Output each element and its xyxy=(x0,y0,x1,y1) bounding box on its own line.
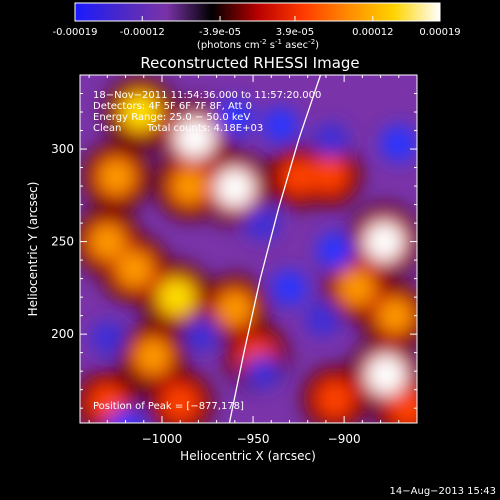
heatmap-area xyxy=(80,75,417,423)
heat-core xyxy=(135,338,171,374)
y-axis-label: Heliocentric Y (arcsec) xyxy=(26,182,40,317)
heat-core xyxy=(158,278,195,316)
heat-core xyxy=(98,158,135,195)
annotation-total-counts: Total counts: 4.18E+03 xyxy=(146,123,263,134)
heat-core xyxy=(366,354,407,395)
cold-blob xyxy=(262,106,299,144)
colorbar-tick-label: -3.9e-05 xyxy=(199,27,241,38)
colorbar-tick-label: -0.00019 xyxy=(53,27,98,38)
x-axis-label: Heliocentric X (arcsec) xyxy=(180,449,316,463)
heat-core xyxy=(391,391,417,423)
heat-core xyxy=(313,158,346,192)
colorbar-tick-label: 3.9e-05 xyxy=(276,27,314,38)
annotation-time-range: 18−Nov−2011 11:54:36.000 to 11:57:20.000 xyxy=(93,90,321,101)
heat-core xyxy=(116,251,153,288)
heat-core xyxy=(377,298,413,333)
colorbar xyxy=(74,2,441,22)
cold-blob xyxy=(316,232,354,270)
heat-core xyxy=(121,93,159,131)
colorbar-tick-label: 0.00012 xyxy=(352,27,393,38)
colorbar-ticks: -0.00019 -0.00012 -3.9e-05 3.9e-05 0.00012 0.… xyxy=(53,16,461,38)
cold-blob xyxy=(216,99,254,136)
heat-core xyxy=(217,291,253,326)
cold-blob xyxy=(244,353,280,389)
cold-blob xyxy=(313,122,349,158)
heat-core xyxy=(171,168,207,204)
x-axis-ticks: −1000 −950 −900 xyxy=(88,75,418,446)
cold-blob xyxy=(244,205,280,241)
annotation-block: 18−Nov−2011 11:54:36.000 to 11:57:20.000… xyxy=(93,90,321,134)
cold-blob xyxy=(380,124,417,163)
cold-blob xyxy=(107,408,144,423)
y-tick-label: 250 xyxy=(51,235,74,249)
heat-core xyxy=(89,223,125,260)
chart-title: Reconstructed RHESSI Image xyxy=(140,54,359,72)
y-axis-ticks: 200 250 300 xyxy=(51,74,417,409)
heat-core xyxy=(339,270,375,306)
annotation-detectors: Detectors: 4F 5F 6F 7F 8F, Att 0 xyxy=(93,101,252,112)
colorbar-tick-label: 0.00019 xyxy=(419,27,460,38)
annotation-peak-position: Position of Peak = [−877,178] xyxy=(93,401,244,412)
colorbar-units-label: (photons cm-2 s-1 asec-2) xyxy=(197,38,319,51)
heatmap-blobs xyxy=(80,75,417,423)
annotation-clean: Clean xyxy=(93,123,121,134)
heat-core xyxy=(163,385,197,420)
x-tick-label: −950 xyxy=(237,432,270,446)
heat-core xyxy=(174,117,215,158)
cold-blob xyxy=(304,301,341,338)
heat-core xyxy=(215,168,255,208)
cold-blob xyxy=(89,320,125,356)
heat-core xyxy=(318,382,352,416)
heat-core xyxy=(90,386,124,420)
cold-blob xyxy=(271,269,308,306)
x-tick-label: −900 xyxy=(328,432,361,446)
solar-limb-line xyxy=(228,75,322,423)
x-tick-label: −1000 xyxy=(142,432,183,446)
footer-timestamp: 14−Aug−2013 15:43 xyxy=(390,486,496,497)
y-tick-label: 300 xyxy=(51,142,74,156)
colorbar-tick-label: -0.00012 xyxy=(120,27,165,38)
y-tick-label: 200 xyxy=(51,327,74,341)
plot-frame xyxy=(79,74,418,424)
annotation-energy-range: Energy Range: 25.0 − 50.0 keV xyxy=(93,112,250,123)
cold-blob xyxy=(184,316,220,352)
heat-core xyxy=(364,221,404,262)
